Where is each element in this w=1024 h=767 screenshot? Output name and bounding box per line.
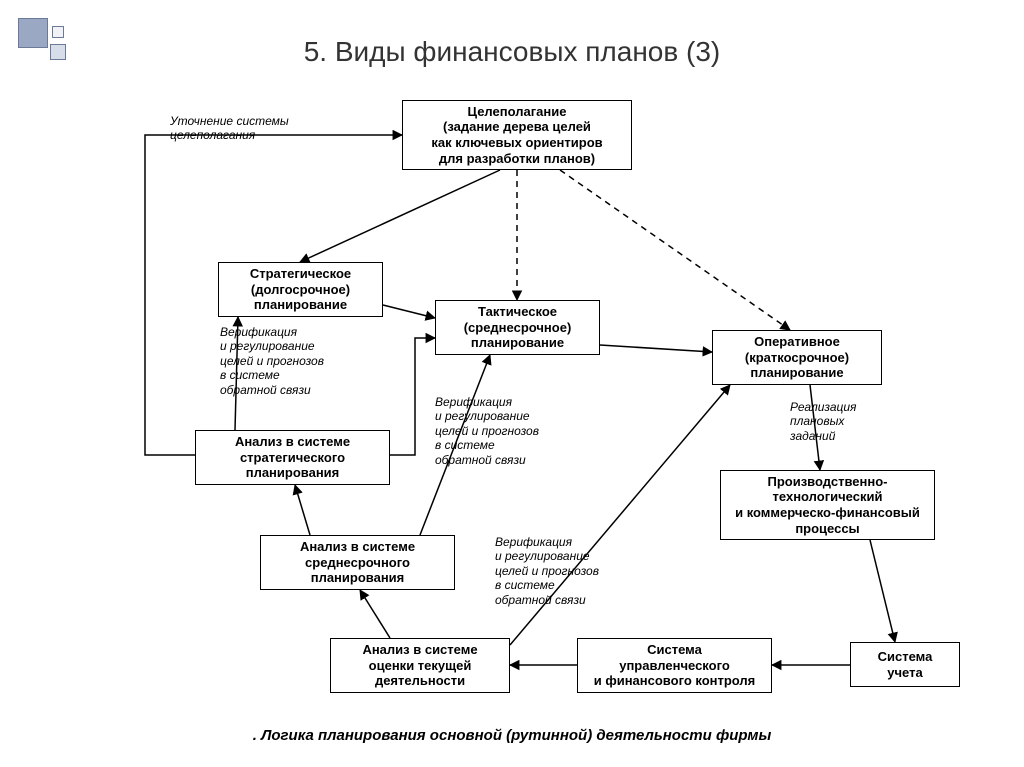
flowchart-node-proc: Производственно- технологический и комме…	[720, 470, 935, 540]
edge-label-l_verif1: Верификация и регулирование целей и прог…	[220, 325, 324, 397]
page-title: 5. Виды финансовых планов (3)	[0, 36, 1024, 68]
edge-analysis_cur-analysis_mid	[360, 590, 390, 638]
edge-label-l_realiz: Реализация плановых заданий	[790, 400, 856, 443]
flowchart-node-tactical: Тактическое (среднесрочное) планирование	[435, 300, 600, 355]
flowchart-node-operative: Оперативное (краткосрочное) планирование	[712, 330, 882, 385]
flowchart-node-control: Система управленческого и финансового ко…	[577, 638, 772, 693]
flowchart-node-analysis_mid: Анализ в системе среднесрочного планиров…	[260, 535, 455, 590]
flowchart-node-analysis_cur: Анализ в системе оценки текущей деятельн…	[330, 638, 510, 693]
flowchart-node-analysis_strat: Анализ в системе стратегического планиро…	[195, 430, 390, 485]
flowchart-node-accounting: Система учета	[850, 642, 960, 687]
diagram-caption: . Логика планирования основной (рутинной…	[0, 727, 1024, 744]
edge-tactical-operative	[600, 345, 712, 352]
flowchart-node-goal: Целеполагание (задание дерева целей как …	[402, 100, 632, 170]
flowchart-node-strategic: Стратегическое (долгосрочное) планирован…	[218, 262, 383, 317]
edge-label-l_verif2: Верификация и регулирование целей и прог…	[435, 395, 539, 467]
flowchart-diagram: Целеполагание (задание дерева целей как …	[0, 90, 1024, 750]
edge-label-l_verif3: Верификация и регулирование целей и прог…	[495, 535, 599, 607]
edge-strategic-tactical	[383, 305, 435, 318]
edge-proc-accounting	[870, 540, 895, 642]
edge-analysis_mid-analysis_strat	[295, 485, 310, 535]
edge-goal-strategic	[300, 170, 500, 262]
edge-analysis_strat_tactical-tactical	[390, 338, 435, 455]
edge-label-l_refine: Уточнение системы целеполагания	[170, 114, 289, 143]
